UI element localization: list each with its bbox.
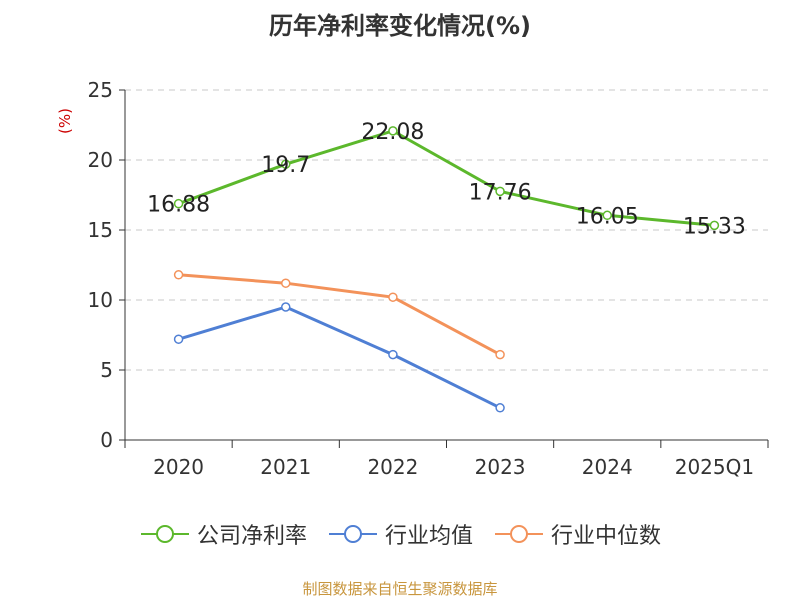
- data-point-2: [388, 292, 398, 302]
- legend-marker-industry-mean-icon: [328, 525, 377, 543]
- data-point-0: [602, 210, 612, 221]
- data-point-1: [495, 403, 505, 413]
- data-label: 16.05: [576, 204, 639, 229]
- data-point-1: [173, 334, 184, 344]
- chart-title: 历年净利率变化情况(%): [269, 12, 531, 40]
- data-point-0: [709, 220, 720, 231]
- data-label: 22.08: [361, 120, 424, 145]
- data-point-0: [173, 198, 184, 209]
- data-point-2: [281, 278, 291, 288]
- data-point-0: [495, 186, 505, 197]
- x-tick-label: 2023: [475, 455, 526, 479]
- data-source-note: 制图数据来自恒生聚源数据库: [302, 580, 498, 598]
- series-line-2: [178, 273, 501, 356]
- y-tick-label: 25: [88, 78, 113, 102]
- data-point-1: [388, 349, 398, 360]
- data-point-2: [495, 349, 505, 360]
- y-tick-label: 10: [88, 288, 113, 312]
- data-label: 17.76: [469, 180, 532, 205]
- legend-label-company: 公司净利率: [196, 524, 307, 549]
- legend: 公司净利率 行业均值 行业中位数: [0, 518, 800, 550]
- x-tick-label: 2020: [153, 455, 204, 479]
- data-point-1: [281, 302, 291, 312]
- legend-marker-industry-median-icon: [495, 525, 543, 543]
- x-tick-label: 2024: [582, 455, 633, 479]
- data-point-2: [173, 270, 184, 280]
- series-line-0: [178, 129, 715, 227]
- data-point-0: [388, 126, 398, 136]
- data-label: 15.33: [683, 214, 746, 239]
- y-tick-label: 0: [100, 428, 113, 452]
- y-tick-label: 5: [100, 358, 113, 382]
- data-label: 16.88: [147, 193, 210, 218]
- x-tick-label: 2021: [260, 455, 311, 479]
- legend-label-industry-mean: 行业均值: [384, 524, 473, 549]
- data-point-0: [281, 159, 291, 169]
- y-tick-label: 20: [88, 148, 113, 172]
- legend-item-industry-mean[interactable]: 行业均值: [327, 518, 473, 550]
- legend-item-industry-median[interactable]: 行业中位数: [493, 518, 661, 550]
- data-label: 19.7: [261, 153, 310, 178]
- legend-marker-company-icon: [140, 525, 189, 543]
- legend-item-company[interactable]: 公司净利率: [139, 518, 307, 550]
- legend-label-industry-median: 行业中位数: [551, 524, 662, 549]
- x-tick-label: 2025Q1: [675, 455, 754, 479]
- x-tick-label: 2022: [367, 455, 418, 479]
- series-line-1: [178, 305, 501, 410]
- y-tick-label: 15: [88, 218, 113, 242]
